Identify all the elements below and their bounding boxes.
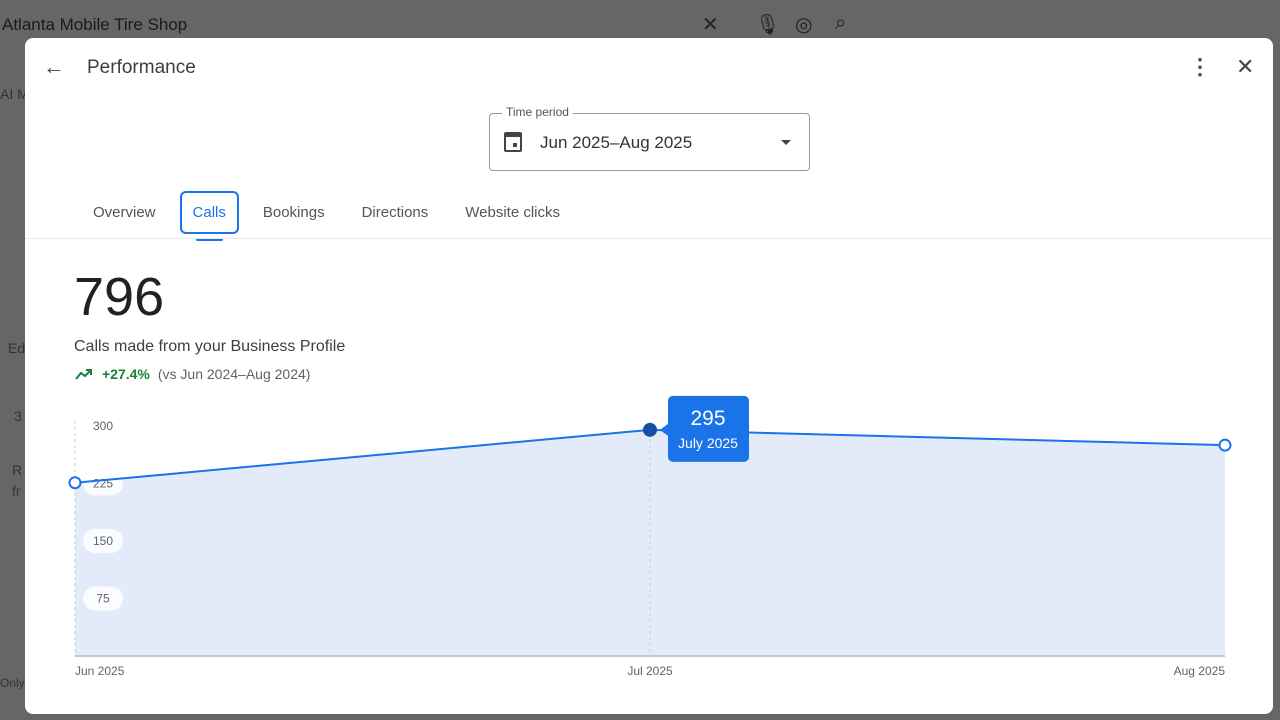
background-text: Ed [8,340,26,356]
metric-description: Calls made from your Business Profile [74,338,346,355]
tab-calls[interactable]: Calls [179,191,239,241]
page-title: Performance [87,57,196,78]
time-period-select[interactable]: Time period Jun 2025–Aug 2025 [489,105,810,171]
time-period-value: Jun 2025–Aug 2025 [540,133,693,152]
y-tick-label: 150 [93,534,113,548]
back-arrow-icon[interactable]: ← [43,54,65,79]
tab-directions[interactable]: Directions [361,204,429,221]
tooltip-pointer [660,423,668,436]
tooltip-box [668,395,749,462]
y-tick-label: 300 [93,419,113,433]
search-icon: ⌕ [835,12,847,34]
divider [25,238,1273,239]
close-icon[interactable]: ✕ [1236,54,1255,79]
background-text: 3 [14,408,22,424]
background-text: R [12,462,23,478]
dropdown-arrow-icon [781,140,791,150]
more-options-icon[interactable]: ⋮ [1189,54,1211,79]
tooltip-value: 295 [690,407,725,430]
lens-icon: ◎ [795,14,813,36]
tab-overview[interactable]: Overview [93,204,156,221]
background-search-query: Atlanta Mobile Tire Shop [2,15,188,34]
background-search-bar: Atlanta Mobile Tire Shop ✕ 🎙 ◎ ⌕ [0,0,880,50]
time-period-label: Time period [502,105,573,119]
data-point [643,422,657,437]
background-text: fr [12,483,21,499]
x-tick-label: Jul 2025 [627,664,673,678]
y-tick-pill [83,586,123,611]
background-text: Only [0,676,25,690]
data-point [1218,438,1232,452]
performance-dialog: ← Performance ⋮ ✕ Time period Jun 2025–A… [25,38,1273,714]
y-tick-pill [83,529,123,553]
comparison-period: (vs Jun 2024–Aug 2024) [157,366,311,382]
tab-bookings[interactable]: Bookings [262,204,325,221]
x-tick-label: Jun 2025 [75,664,125,678]
tab-bar: Overview Calls Bookings Directions Websi… [80,191,584,241]
metric-value: 796 [74,267,165,327]
y-tick-label: 75 [96,592,110,606]
clear-icon: ✕ [702,14,719,36]
x-tick-label: Aug 2025 [1174,664,1226,678]
y-tick-pill [83,471,123,496]
microphone-icon: 🎙 [755,14,781,36]
change-percent: +27.4% [102,366,150,382]
background-text: AI M [0,86,29,102]
calendar-icon [504,132,522,152]
trending-up-icon [75,369,92,380]
metric-change: +27.4% (vs Jun 2024–Aug 2024) [74,366,310,382]
data-point [68,476,82,490]
tab-website-clicks[interactable]: Website clicks [465,204,561,221]
tooltip-label: July 2025 [678,435,738,451]
